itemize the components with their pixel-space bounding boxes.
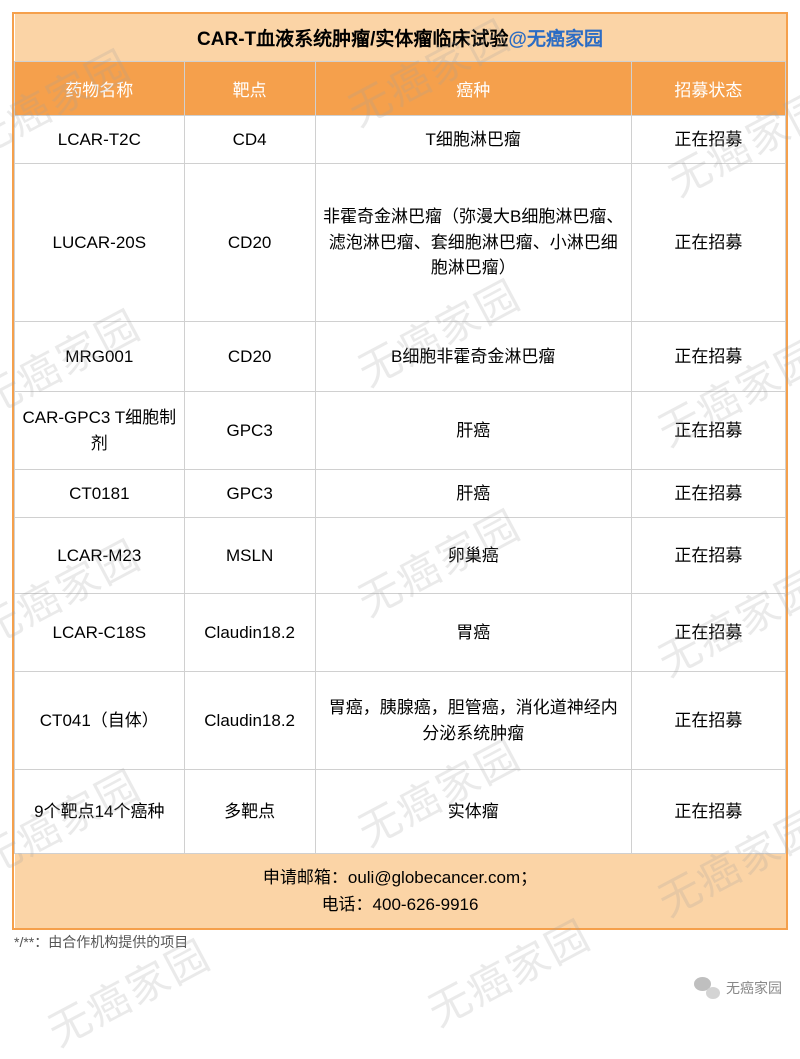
col-header-drug: 药物名称 xyxy=(15,62,185,116)
cell-target: CD20 xyxy=(184,322,315,392)
table-row: CT041（自体）Claudin18.2胃癌，胰腺癌，胆管癌，消化道神经内分泌系… xyxy=(15,672,786,770)
cell-target: MSLN xyxy=(184,518,315,594)
cell-target: 多靶点 xyxy=(184,770,315,854)
table-row: LUCAR-20SCD20非霍奇金淋巴瘤（弥漫大B细胞淋巴瘤、滤泡淋巴瘤、套细胞… xyxy=(15,164,786,322)
cell-cancer: 肝癌 xyxy=(315,470,631,518)
cell-target: CD20 xyxy=(184,164,315,322)
cell-cancer: B细胞非霍奇金淋巴瘤 xyxy=(315,322,631,392)
cell-status: 正在招募 xyxy=(631,116,785,164)
table-row: LCAR-T2CCD4T细胞淋巴瘤正在招募 xyxy=(15,116,786,164)
cell-drug: CAR-GPC3 T细胞制剂 xyxy=(15,392,185,470)
table-row: 9个靶点14个癌种多靶点实体瘤正在招募 xyxy=(15,770,786,854)
cell-drug: CT041（自体） xyxy=(15,672,185,770)
wechat-icon xyxy=(694,977,720,999)
cell-status: 正在招募 xyxy=(631,518,785,594)
footnote: */**：由合作机构提供的项目 xyxy=(12,932,788,952)
cell-cancer: 肝癌 xyxy=(315,392,631,470)
table-row: LCAR-M23MSLN卵巢癌正在招募 xyxy=(15,518,786,594)
table-row: CT0181GPC3肝癌正在招募 xyxy=(15,470,786,518)
cell-drug: MRG001 xyxy=(15,322,185,392)
footer-email: 申请邮箱：ouli@globecancer.com； xyxy=(19,864,782,891)
cell-drug: LCAR-M23 xyxy=(15,518,185,594)
cell-drug: 9个靶点14个癌种 xyxy=(15,770,185,854)
footer-phone: 电话：400-626-9916 xyxy=(19,891,782,918)
cell-cancer: 卵巢癌 xyxy=(315,518,631,594)
cell-status: 正在招募 xyxy=(631,672,785,770)
table-container: CAR-T血液系统肿瘤/实体瘤临床试验@无癌家园 药物名称 靶点 癌种 招募状态… xyxy=(12,12,788,930)
cell-target: Claudin18.2 xyxy=(184,594,315,672)
page-title: CAR-T血液系统肿瘤/实体瘤临床试验 xyxy=(197,29,508,50)
col-header-cancer: 癌种 xyxy=(315,62,631,116)
trials-table: CAR-T血液系统肿瘤/实体瘤临床试验@无癌家园 药物名称 靶点 癌种 招募状态… xyxy=(14,14,786,928)
table-row: LCAR-C18SClaudin18.2胃癌正在招募 xyxy=(15,594,786,672)
wechat-badge: 无癌家园 xyxy=(694,977,782,999)
cell-drug: CT0181 xyxy=(15,470,185,518)
col-header-status: 招募状态 xyxy=(631,62,785,116)
cell-drug: LCAR-C18S xyxy=(15,594,185,672)
table-row: MRG001CD20B细胞非霍奇金淋巴瘤正在招募 xyxy=(15,322,786,392)
title-row: CAR-T血液系统肿瘤/实体瘤临床试验@无癌家园 xyxy=(15,14,786,62)
cell-cancer: T细胞淋巴瘤 xyxy=(315,116,631,164)
cell-drug: LCAR-T2C xyxy=(15,116,185,164)
header-row: 药物名称 靶点 癌种 招募状态 xyxy=(15,62,786,116)
cell-drug: LUCAR-20S xyxy=(15,164,185,322)
footer-row: 申请邮箱：ouli@globecancer.com； 电话：400-626-99… xyxy=(15,854,786,929)
cell-status: 正在招募 xyxy=(631,322,785,392)
cell-status: 正在招募 xyxy=(631,470,785,518)
title-brand: @无癌家园 xyxy=(508,29,603,50)
cell-cancer: 非霍奇金淋巴瘤（弥漫大B细胞淋巴瘤、滤泡淋巴瘤、套细胞淋巴瘤、小淋巴细胞淋巴瘤） xyxy=(315,164,631,322)
cell-status: 正在招募 xyxy=(631,594,785,672)
cell-cancer: 胃癌 xyxy=(315,594,631,672)
cell-status: 正在招募 xyxy=(631,770,785,854)
cell-cancer: 胃癌，胰腺癌，胆管癌，消化道神经内分泌系统肿瘤 xyxy=(315,672,631,770)
cell-target: GPC3 xyxy=(184,392,315,470)
col-header-target: 靶点 xyxy=(184,62,315,116)
wechat-label: 无癌家园 xyxy=(726,978,782,998)
cell-target: CD4 xyxy=(184,116,315,164)
cell-target: GPC3 xyxy=(184,470,315,518)
cell-cancer: 实体瘤 xyxy=(315,770,631,854)
table-row: CAR-GPC3 T细胞制剂GPC3肝癌正在招募 xyxy=(15,392,786,470)
cell-status: 正在招募 xyxy=(631,164,785,322)
cell-target: Claudin18.2 xyxy=(184,672,315,770)
cell-status: 正在招募 xyxy=(631,392,785,470)
